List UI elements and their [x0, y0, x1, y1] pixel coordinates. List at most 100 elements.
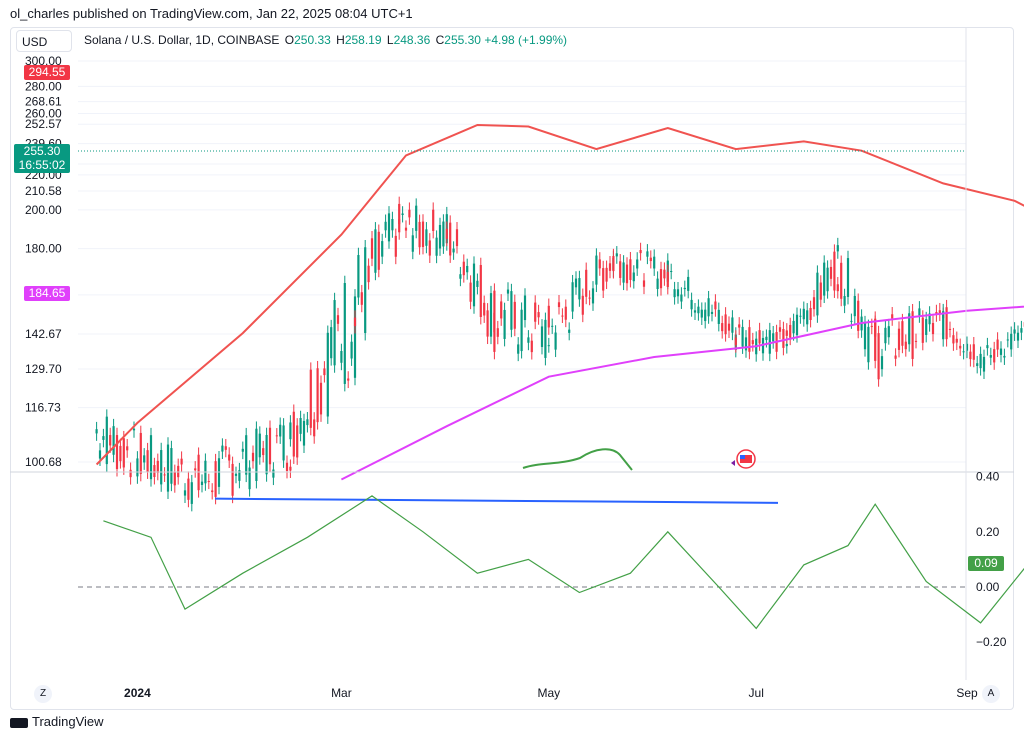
candle-body — [602, 268, 605, 291]
candle-body — [707, 298, 710, 317]
candle-body — [364, 247, 367, 334]
oscillator-value-badge: 0.09 — [968, 556, 1004, 571]
candle-body — [391, 218, 394, 231]
candle-body — [935, 312, 938, 315]
open-value: 250.33 — [294, 33, 331, 47]
candle-body — [568, 329, 571, 333]
candle-body — [836, 245, 839, 252]
candle-body — [153, 465, 156, 478]
high-label: H — [336, 33, 345, 47]
candle-body — [986, 345, 989, 349]
candle-body — [639, 250, 642, 254]
candle-body — [534, 302, 537, 322]
oscillator-tick-label: 0.40 — [976, 470, 1000, 484]
oscillator-line — [103, 495, 1024, 630]
candle-body — [782, 328, 785, 348]
candle-body — [520, 309, 523, 352]
candle-body — [547, 345, 550, 347]
time-tick-label: May — [537, 686, 560, 700]
candle-body — [336, 315, 340, 324]
candle-body — [404, 227, 408, 231]
oscillator-axis-labels: 0.40 0.20 0.00 −0.20 — [976, 470, 1007, 650]
candle-body — [659, 269, 663, 289]
candle-body — [289, 422, 292, 440]
candle-body — [394, 235, 397, 257]
candle-body — [401, 213, 404, 216]
candle-body — [166, 444, 170, 492]
candle-body — [802, 308, 805, 320]
candle-body — [381, 241, 384, 257]
candle-body — [367, 265, 370, 283]
candle-body — [313, 419, 316, 437]
candle-body — [425, 229, 428, 246]
candle-body — [979, 353, 982, 369]
candle-body — [241, 448, 244, 452]
candle-body — [160, 450, 163, 485]
candle-body — [758, 330, 761, 344]
candle-body — [228, 454, 231, 461]
candle-body — [724, 314, 727, 335]
candle-body — [887, 326, 890, 338]
candle-body — [432, 209, 435, 231]
candle-body — [279, 424, 282, 437]
candle-body — [102, 436, 105, 440]
candle-body — [557, 302, 561, 308]
candle-body — [734, 337, 737, 346]
candle-body — [717, 309, 720, 324]
candle-body — [948, 328, 952, 330]
currency-selector[interactable]: USD — [16, 30, 72, 52]
candle-body — [738, 324, 741, 328]
candle-body — [122, 438, 125, 468]
candle-body — [296, 425, 299, 458]
candle-body — [812, 297, 816, 310]
candle-body — [710, 311, 714, 314]
candle-body — [353, 317, 357, 327]
auto-scale-button[interactable]: A — [982, 685, 1000, 703]
candle-body — [908, 313, 911, 345]
candle-body — [357, 255, 360, 298]
candle-body — [292, 411, 295, 457]
candle-body — [989, 355, 992, 358]
candle-body — [513, 301, 516, 329]
candle-body — [289, 466, 292, 471]
candle-body — [455, 229, 459, 247]
candle-body — [1006, 339, 1009, 341]
grid-lines — [78, 60, 966, 463]
candle-body — [415, 205, 418, 231]
candle-body — [697, 306, 700, 314]
candle-body — [180, 458, 183, 465]
candle-body — [778, 327, 782, 332]
candle-body — [445, 228, 448, 239]
candle-body — [700, 309, 703, 318]
candle-body — [1013, 329, 1016, 334]
candle-body — [496, 328, 499, 337]
candle-body — [826, 267, 829, 292]
price-tick-label: 142.67 — [25, 327, 62, 341]
candle-body — [105, 416, 108, 465]
candle-body — [442, 221, 445, 247]
candle-body — [207, 481, 210, 483]
zoom-toggle-button[interactable]: Z — [34, 685, 52, 703]
candle-body — [221, 445, 224, 452]
candle-body — [1020, 328, 1023, 333]
candle-body — [330, 327, 333, 359]
candle-body — [792, 320, 795, 334]
candle-body — [880, 356, 884, 370]
price-tick-label: 116.73 — [25, 401, 61, 415]
candle-body — [333, 300, 336, 366]
candle-body — [493, 312, 496, 333]
flag-marker-icon[interactable] — [731, 449, 756, 469]
brand-name: TradingView — [32, 714, 104, 729]
candle-body — [251, 452, 255, 462]
candle-body — [598, 259, 601, 269]
candle-body — [741, 326, 744, 347]
candle-body — [843, 296, 846, 306]
candle-body — [870, 325, 873, 327]
candle-body — [268, 427, 272, 465]
candle-body — [112, 426, 115, 455]
candle-body — [143, 455, 146, 463]
candle-body — [897, 328, 901, 350]
candle-body — [129, 469, 132, 478]
candle-body — [146, 450, 149, 472]
